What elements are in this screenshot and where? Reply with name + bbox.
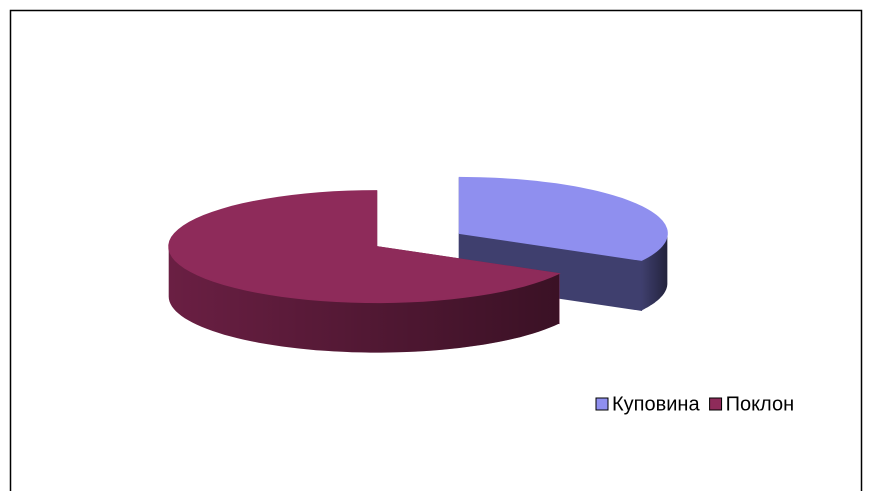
pie-slice [168, 190, 561, 304]
legend-swatch [709, 397, 723, 411]
chart-frame [9, 9, 863, 491]
slice-wall-shade [641, 233, 668, 311]
legend-label: Куповина [612, 393, 700, 415]
legend-label: Поклон [726, 393, 795, 415]
legend-swatch [595, 397, 609, 411]
slice-wall-shade [168, 246, 559, 353]
pie-slice [458, 176, 668, 261]
